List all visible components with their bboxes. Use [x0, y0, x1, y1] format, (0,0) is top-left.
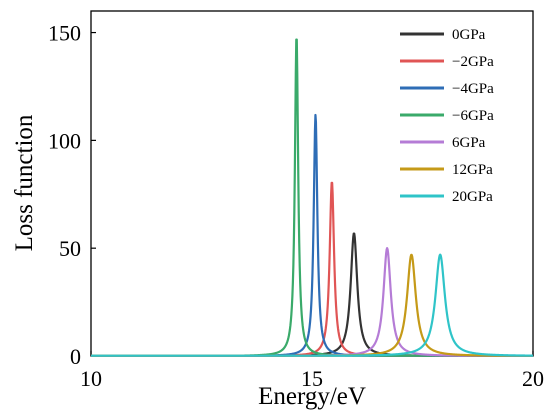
y-tick-label: 150 — [48, 21, 81, 46]
y-tick-label: 100 — [48, 128, 81, 153]
axis-ticks: 10 15 20 0 50 100 150 — [48, 21, 544, 391]
x-tick-label: 20 — [522, 366, 544, 391]
series-line-20GPa — [90, 253, 534, 357]
x-axis-title: Energy/eV — [258, 383, 366, 410]
series-line-4GPa — [90, 113, 534, 357]
legend-label: −6GPa — [452, 108, 494, 124]
legend-label: 12GPa — [452, 162, 493, 178]
y-tick-label: 50 — [59, 236, 81, 261]
x-tick-label: 10 — [80, 366, 102, 391]
y-axis-title: Loss function — [11, 114, 38, 251]
x-tick-label: 15 — [301, 366, 323, 391]
series-curves — [90, 38, 534, 357]
legend-label: 0GPa — [452, 27, 486, 43]
legend: 0GPa −2GPa −4GPa −6GPa 6GPa 12GPa 20GPa — [400, 27, 494, 205]
legend-label: −4GPa — [452, 81, 494, 97]
y-tick-label: 0 — [70, 344, 81, 369]
legend-label: 20GPa — [452, 189, 493, 205]
legend-label: −2GPa — [452, 54, 494, 70]
legend-label: 6GPa — [452, 135, 486, 151]
